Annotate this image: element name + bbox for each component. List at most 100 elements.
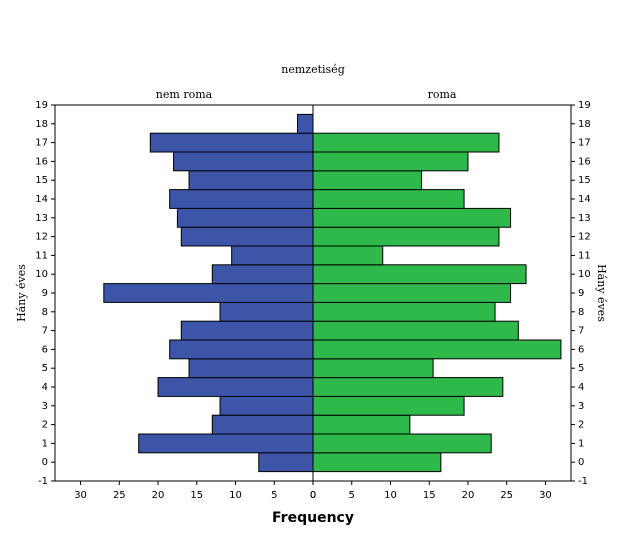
chart-title: nemzetiség (281, 63, 344, 76)
bar (312, 452, 442, 473)
y-tick-label-right: 15 (578, 175, 591, 186)
bar (312, 395, 465, 416)
bar (169, 339, 314, 360)
y-tick-label-right: 3 (578, 401, 584, 412)
x-tick-label: 30 (539, 490, 552, 501)
x-tick-label: 5 (349, 490, 355, 501)
bar (169, 189, 314, 209)
y-tick-label-right: 13 (578, 213, 591, 224)
y-tick-label-right: 5 (578, 363, 584, 374)
y-tick-label-right: 12 (578, 232, 591, 243)
bar (211, 264, 314, 285)
y-tick-label: 0 (42, 457, 48, 468)
bar (312, 226, 500, 247)
x-tick-label: 15 (423, 490, 436, 501)
y-tick-label: 15 (35, 175, 48, 186)
bar (312, 358, 434, 379)
y-tick-label-right: 18 (578, 119, 591, 130)
y-tick-label-right: 4 (578, 382, 584, 393)
bar (312, 207, 512, 228)
y-tick-label: 2 (42, 420, 48, 431)
x-tick-label: 25 (113, 490, 126, 501)
y-tick-label: 3 (42, 401, 48, 412)
bar (188, 358, 314, 379)
bar (258, 452, 314, 473)
bar (297, 113, 314, 134)
bar (312, 132, 500, 153)
y-axis-label: Hány éves (15, 264, 28, 322)
y-tick-label: 18 (35, 119, 48, 130)
bar (219, 301, 314, 322)
bar (312, 264, 527, 285)
y-tick-label-right: 9 (578, 288, 584, 299)
y-tick-label: 19 (35, 100, 48, 111)
bar (173, 151, 314, 172)
bar (157, 377, 314, 397)
y-tick-label: 1 (42, 438, 48, 449)
bar (312, 170, 422, 191)
y-tick-label-right: 7 (578, 326, 584, 337)
bar (312, 339, 562, 360)
y-tick-label: 5 (42, 363, 48, 374)
x-tick-label: 10 (229, 490, 242, 501)
bar (312, 301, 496, 322)
bar (176, 207, 314, 228)
bar (312, 414, 411, 435)
x-axis-label: Frequency (272, 510, 354, 526)
x-tick-label: 30 (74, 490, 87, 501)
y-tick-label-right: 17 (578, 138, 591, 149)
x-tick-label: 20 (152, 490, 165, 501)
legend-label: roma (428, 88, 457, 101)
bar (312, 433, 492, 454)
y-tick-label: 8 (42, 307, 48, 318)
bar (211, 414, 314, 435)
y-tick-label: 13 (35, 213, 48, 224)
bar (138, 433, 314, 454)
y-tick-label-right: 2 (578, 420, 584, 431)
bar (312, 377, 504, 397)
bar (180, 226, 314, 247)
legend-label: nem roma (156, 88, 213, 101)
y-tick-label-right: 1 (578, 438, 584, 449)
bar (103, 283, 314, 303)
y-tick-label: 11 (35, 250, 48, 261)
y-tick-label: 4 (42, 382, 48, 393)
x-tick-label: 10 (384, 490, 397, 501)
bar (180, 320, 314, 341)
y-tick-label: 10 (35, 269, 48, 280)
y-tick-label: -1 (38, 476, 48, 487)
x-tick-label: 5 (271, 490, 277, 501)
y-tick-label: 16 (35, 156, 48, 167)
x-tick-label: 0 (310, 490, 316, 501)
x-tick-label: 20 (462, 490, 475, 501)
y-tick-label: 6 (42, 344, 48, 355)
y-tick-label-right: -1 (578, 476, 588, 487)
y-tick-label-right: 10 (578, 269, 591, 280)
bar (149, 132, 314, 153)
bar (312, 151, 469, 172)
y-tick-label-right: 6 (578, 344, 584, 355)
y-tick-label: 12 (35, 232, 48, 243)
x-tick-label: 0 (310, 490, 316, 501)
bar (188, 170, 314, 191)
x-tick-label: 15 (190, 490, 203, 501)
y-tick-label: 17 (35, 138, 48, 149)
bar (312, 283, 512, 303)
bar (312, 189, 465, 209)
bar (312, 320, 519, 341)
y-tick-label: 14 (35, 194, 48, 205)
y-tick-label: 7 (42, 326, 48, 337)
y-tick-label-right: 19 (578, 100, 591, 111)
bar (219, 395, 314, 416)
bar (312, 245, 384, 266)
y-tick-label-right: 8 (578, 307, 584, 318)
y-tick-label: 9 (42, 288, 48, 299)
y-axis-label-right: Hány éves (595, 264, 608, 322)
bar (231, 245, 314, 266)
x-tick-label: 25 (500, 490, 513, 501)
y-tick-label-right: 11 (578, 250, 591, 261)
y-tick-label-right: 16 (578, 156, 591, 167)
y-tick-label-right: 14 (578, 194, 591, 205)
y-tick-label-right: 0 (578, 457, 584, 468)
